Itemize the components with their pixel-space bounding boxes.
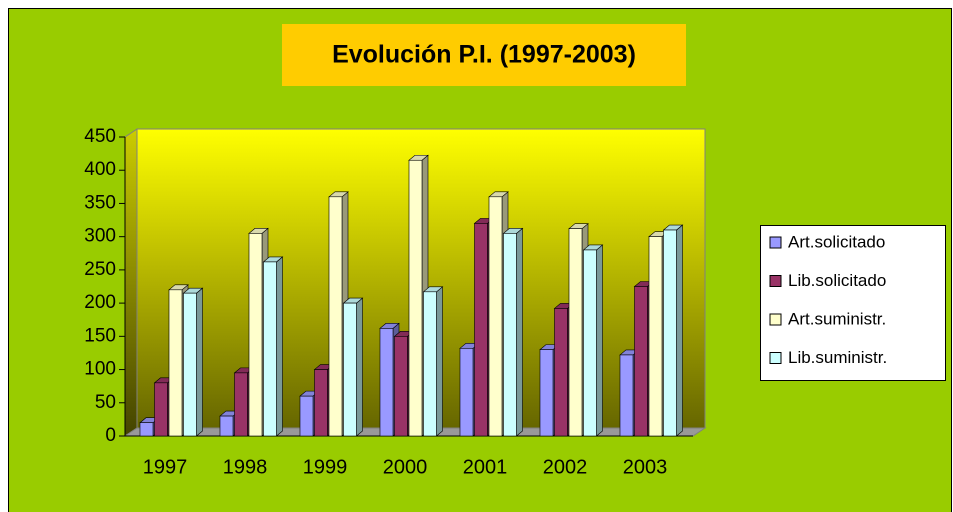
bar-front <box>328 196 343 437</box>
bar-front <box>554 308 568 437</box>
bar-front <box>619 354 634 437</box>
bar-front <box>379 328 394 437</box>
x-tick-label: 2001 <box>463 456 508 478</box>
y-tick-label: 450 <box>84 126 116 147</box>
y-tick-label: 350 <box>84 192 116 213</box>
bar-front <box>154 382 168 437</box>
bar <box>662 224 684 437</box>
y-tick-label: 250 <box>84 259 116 280</box>
y-tick-label: 100 <box>84 359 116 380</box>
bar-front <box>503 233 517 437</box>
bar <box>342 297 364 437</box>
bar-front <box>183 292 197 437</box>
bar-front <box>234 372 248 437</box>
bar-front <box>219 415 234 437</box>
bar-front <box>343 302 357 437</box>
x-tick-label: 2000 <box>383 456 428 478</box>
legend-label: Art.suministr. <box>788 309 886 328</box>
bar-side <box>676 224 683 437</box>
bar-front <box>488 196 503 437</box>
legend-label: Lib.solicitado <box>788 271 886 290</box>
bar-side <box>436 286 443 437</box>
bar-front <box>299 395 314 437</box>
bar-front <box>314 369 328 437</box>
y-tick-label: 300 <box>84 226 116 247</box>
bar-front <box>408 159 423 437</box>
bar-front <box>583 249 597 437</box>
y-tick-label: 400 <box>84 159 116 180</box>
x-tick-label: 1997 <box>143 456 188 478</box>
bar-front <box>663 229 677 437</box>
bar-front <box>248 233 263 437</box>
y-tick-label: 150 <box>84 325 116 346</box>
bar-front <box>648 236 663 437</box>
bar <box>262 256 284 437</box>
bar-front <box>459 347 474 437</box>
bar-front <box>568 228 583 437</box>
bar-front <box>168 289 183 437</box>
x-tick-label: 1999 <box>303 456 348 478</box>
legend <box>760 225 946 381</box>
bar <box>182 287 204 437</box>
title-box <box>282 24 686 86</box>
bar-front <box>474 223 488 437</box>
bar <box>582 244 604 437</box>
legend-swatch <box>769 236 782 249</box>
bar-front <box>634 286 648 437</box>
bar-side <box>596 244 603 437</box>
legend-swatch <box>769 352 782 364</box>
bar <box>502 227 524 437</box>
chart-title: Evolución P.I. (1997-2003) <box>332 41 636 69</box>
legend-label: Lib.suministr. <box>788 348 887 367</box>
legend-swatch <box>769 275 782 287</box>
bar <box>422 286 444 437</box>
bar-side <box>276 256 283 437</box>
bar-side <box>196 287 203 437</box>
bar-front <box>139 422 154 437</box>
x-tick-label: 2003 <box>623 456 668 478</box>
bar-front <box>539 349 554 437</box>
y-tick-label: 0 <box>105 425 116 446</box>
y-tick-label: 50 <box>95 392 116 413</box>
bar-side <box>516 227 523 437</box>
x-tick-label: 2002 <box>543 456 588 478</box>
side-wall <box>124 128 138 437</box>
bar-side <box>356 297 363 437</box>
bar-front <box>263 261 277 437</box>
x-tick-label: 1998 <box>223 456 268 478</box>
y-tick-label: 200 <box>84 292 116 313</box>
bar-front <box>394 336 408 437</box>
legend-swatch <box>769 313 782 326</box>
legend-label: Art.solicitado <box>788 232 885 251</box>
bar-front <box>423 291 437 437</box>
